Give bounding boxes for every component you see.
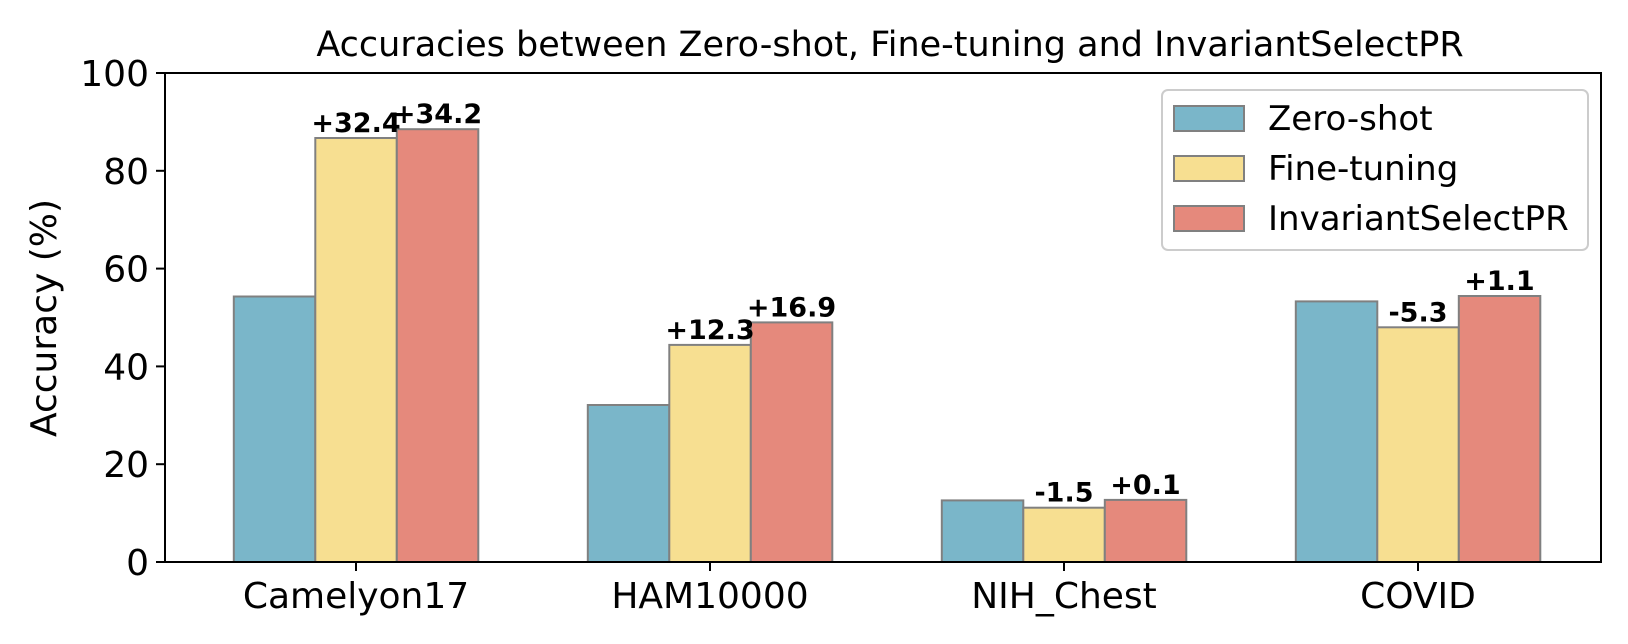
delta-label: +32.4 [311,108,400,139]
x-tick-label: Camelyon17 [243,576,469,617]
bar-invariantselectpr-ham10000 [749,321,834,563]
legend-entry: Fine-tuning [1268,149,1458,189]
legend: Zero-shot Fine-tuning InvariantSelectPR [1161,89,1589,251]
delta-labels: +32.4+34.2 +12.3+16.9 -1.5 +0.1 -5.3 +1.1 [311,99,1534,509]
legend-frame [1161,89,1589,251]
delta-label: +0.1 [1110,470,1180,501]
x-tick-label: HAM10000 [611,576,808,617]
y-tick-label: 20 [103,445,149,486]
delta-label: +34.2 [393,99,482,130]
bar-zero-shot-ham10000 [586,404,671,563]
y-axis-label: Accuracy (%) [24,199,65,437]
chart-title: Accuracies between Zero-shot, Fine-tunin… [316,25,1463,65]
delta-label: +1.1 [1464,266,1534,297]
legend-swatch [1173,105,1245,132]
y-tick-label: 100 [80,54,149,95]
legend-swatch [1173,155,1245,182]
delta-label: +16.9 [747,292,836,323]
legend-swatch [1173,205,1245,232]
bar-zero-shot-camelyon17 [232,295,317,563]
bar-fine-tuning-ham10000 [668,343,752,563]
y-axis: 0 20 40 60 80 100 [80,54,165,584]
delta-label: -5.3 [1388,297,1447,328]
legend-entry: Zero-shot [1268,99,1433,139]
y-tick-label: 40 [103,347,149,388]
y-tick-label: 0 [126,543,149,584]
y-tick-label: 80 [103,152,149,193]
bar-invariantselectpr-covid [1457,295,1542,563]
x-axis: Camelyon17 HAM10000 NIH_Chest COVID [243,562,1476,617]
plot-frame [164,72,1602,563]
y-tick-label: 60 [103,250,149,291]
bar-invariantselectpr-nih_chest [1103,498,1188,563]
bar-zero-shot-nih_chest [940,499,1025,563]
bar-fine-tuning-nih_chest [1022,506,1106,564]
x-tick-label: COVID [1360,576,1476,617]
legend-entry: InvariantSelectPR [1268,199,1569,239]
delta-label: -1.5 [1034,478,1093,509]
delta-label: +12.3 [665,315,754,346]
x-tick-label: NIH_Chest [971,576,1157,617]
bar-zero-shot-covid [1294,300,1379,563]
bar-fine-tuning-camelyon17 [314,137,398,563]
bar-invariantselectpr-camelyon17 [395,128,480,563]
bars-layer [232,128,1542,564]
bar-fine-tuning-covid [1376,326,1460,563]
